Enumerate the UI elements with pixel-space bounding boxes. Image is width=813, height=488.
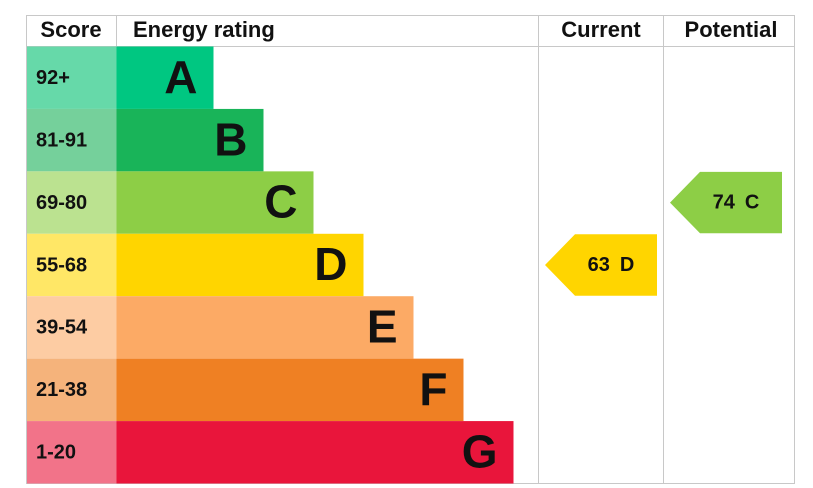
potential-label: 74 C [713,192,760,214]
rating-bar [116,171,314,234]
header-score: Score [40,17,101,42]
rating-bar [116,108,264,172]
rating-bar [116,421,514,484]
band-letter: D [314,238,347,290]
potential-band: C [745,192,759,214]
band-letter: F [419,363,447,415]
score-cell [27,46,117,109]
rating-bar [116,233,364,297]
current-label: 63 D [588,254,635,276]
rating-bar [116,296,414,359]
score-label: 55-68 [36,254,87,276]
score-cell [27,233,117,297]
header-rating: Energy rating [133,17,275,42]
score-label: 21-38 [36,379,87,401]
rating-bar [116,358,464,422]
header-current: Current [561,17,641,42]
score-cell [27,421,117,484]
score-label: 39-54 [36,317,88,339]
score-cell [27,358,117,422]
score-cell [27,296,117,359]
score-label: 1-20 [36,442,76,464]
header-potential: Potential [685,17,778,42]
band-letter: B [214,113,247,165]
score-label: 81-91 [36,129,87,151]
band-letter: C [264,176,297,228]
potential-arrow [670,171,782,234]
current-value: 63 [588,254,610,276]
current-band: D [620,254,634,276]
band-letter: E [367,301,398,353]
score-label: 92+ [36,67,70,89]
current-arrow [545,234,657,296]
rating-bar [116,46,214,109]
band-letter: G [462,425,498,477]
score-cell [27,171,117,234]
score-label: 69-80 [36,192,87,214]
band-letter: A [164,51,197,103]
potential-value: 74 [713,192,736,214]
score-cell [27,108,117,172]
